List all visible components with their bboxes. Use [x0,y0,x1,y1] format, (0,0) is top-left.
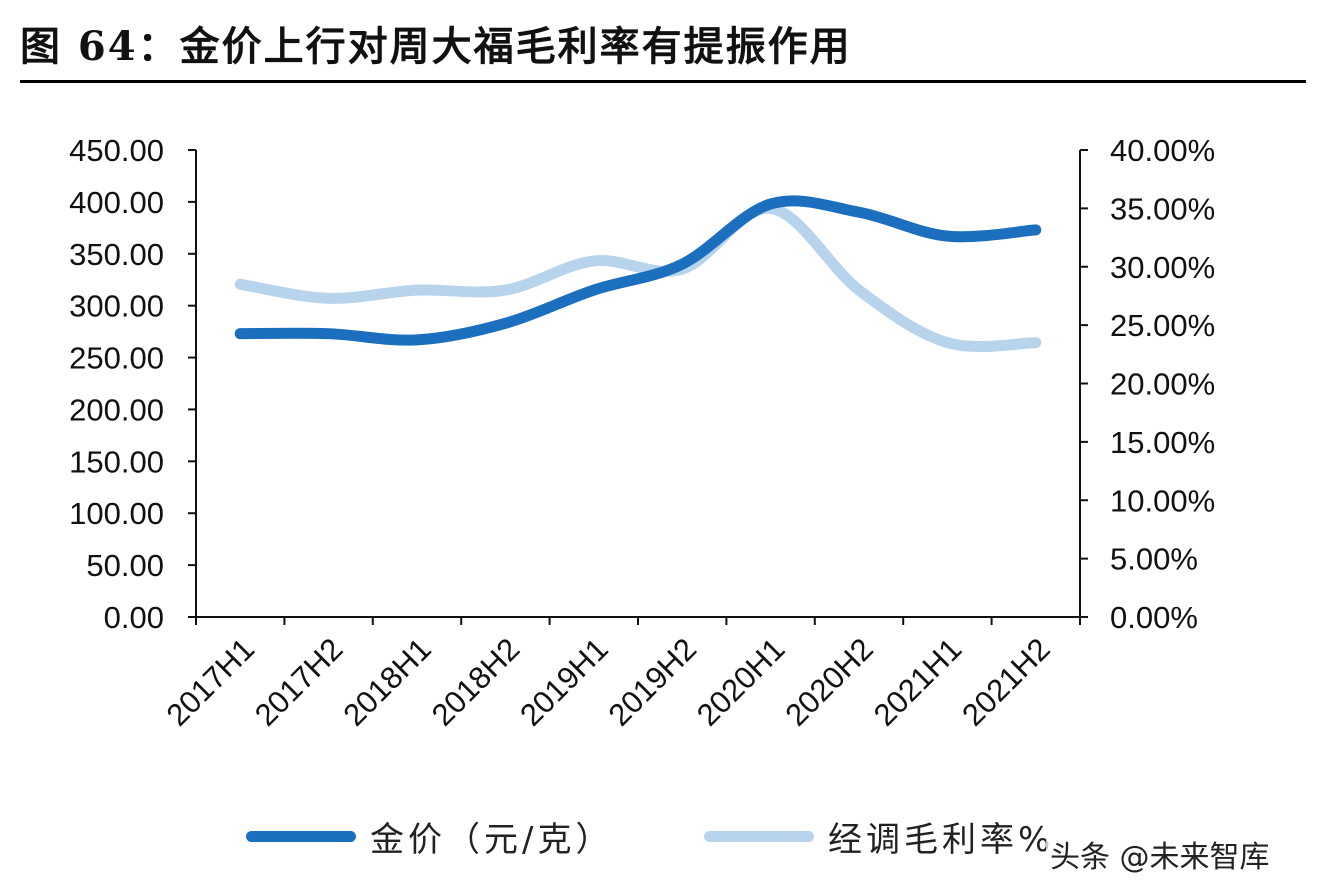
chart-axes [195,150,1081,618]
x-tick-label: 2018H2 [425,631,527,733]
y-left-tick-label: 150.00 [69,444,164,479]
y-right-tick-label: 35.00% [1110,191,1215,226]
y-right-tick-label: 20.00% [1110,367,1215,402]
watermark: 头条 @未来智库 [1046,832,1274,876]
y-right-tick-label: 25.00% [1110,308,1215,343]
y-left-tick-label: 0.00 [104,600,164,635]
y-right-tick-label: 10.00% [1110,483,1215,518]
y-left-tick-label: 100.00 [69,496,164,531]
x-tick-label: 2020H1 [690,631,792,733]
y-right-tick-label: 40.00% [1110,133,1215,168]
legend-swatch-gross-margin [704,831,814,842]
y-left-tick-label: 50.00 [86,548,164,583]
y-left-tick-label: 400.00 [69,185,164,220]
y-left-tick-label: 350.00 [69,237,164,272]
legend-label-gold-price: 金价（元/克） [370,820,614,860]
y-left-tick-label: 450.00 [69,133,164,168]
legend-swatch-gold-price [246,831,356,842]
y-left-tick-label: 300.00 [69,289,164,324]
series-line-gold-price [234,195,1042,346]
title-divider [20,80,1306,83]
y-right-tick-label: 15.00% [1110,425,1215,460]
y-right-tick-label: 30.00% [1110,250,1215,285]
y-right-tick-label: 5.00% [1110,542,1198,577]
legend-item-gold-price: 金价（元/克） [246,812,613,861]
y-right-tick-label: 0.00% [1110,600,1198,635]
legend-label-gross-margin: 经调毛利率% [828,820,1055,860]
chart-ticks: 0.00 50.00 100.00 150.00 200.00 250.00 300.00 3… [69,133,1215,733]
chart-lines [234,195,1042,352]
chart-title: 图 64：金价上行对周大福毛利率有提振作用 [20,23,852,70]
x-tick-label: 2017H1 [160,631,262,733]
legend-item-gross-margin: 经调毛利率% [704,812,1054,861]
x-tick-label: 2021H1 [867,631,969,733]
y-left-tick-label: 250.00 [69,341,164,376]
x-tick-label: 2018H1 [336,631,438,733]
x-tick-label: 2020H2 [778,631,880,733]
x-tick-label: 2017H2 [248,631,350,733]
x-tick-label: 2019H1 [513,631,615,733]
y-left-tick-label: 200.00 [69,392,164,427]
x-tick-label: 2019H2 [602,631,704,733]
x-tick-label: 2021H2 [955,631,1057,733]
